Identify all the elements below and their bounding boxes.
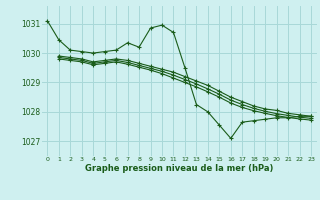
X-axis label: Graphe pression niveau de la mer (hPa): Graphe pression niveau de la mer (hPa) [85,164,273,173]
